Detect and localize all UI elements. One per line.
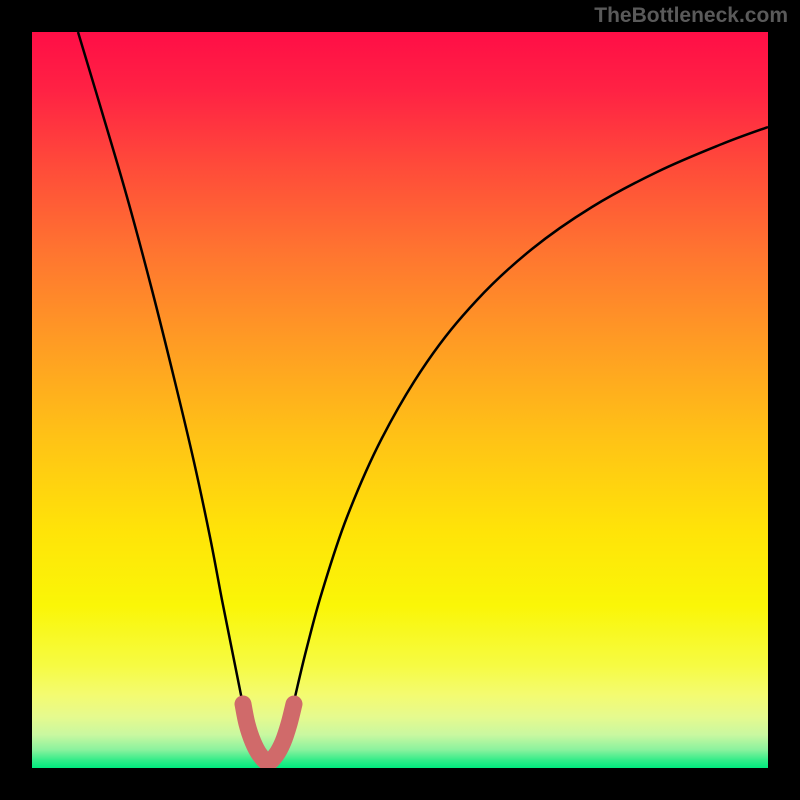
chart-container: TheBottleneck.com — [0, 0, 800, 800]
plot-area — [32, 32, 768, 768]
watermark-text: TheBottleneck.com — [594, 4, 788, 28]
chart-curves — [32, 32, 768, 768]
